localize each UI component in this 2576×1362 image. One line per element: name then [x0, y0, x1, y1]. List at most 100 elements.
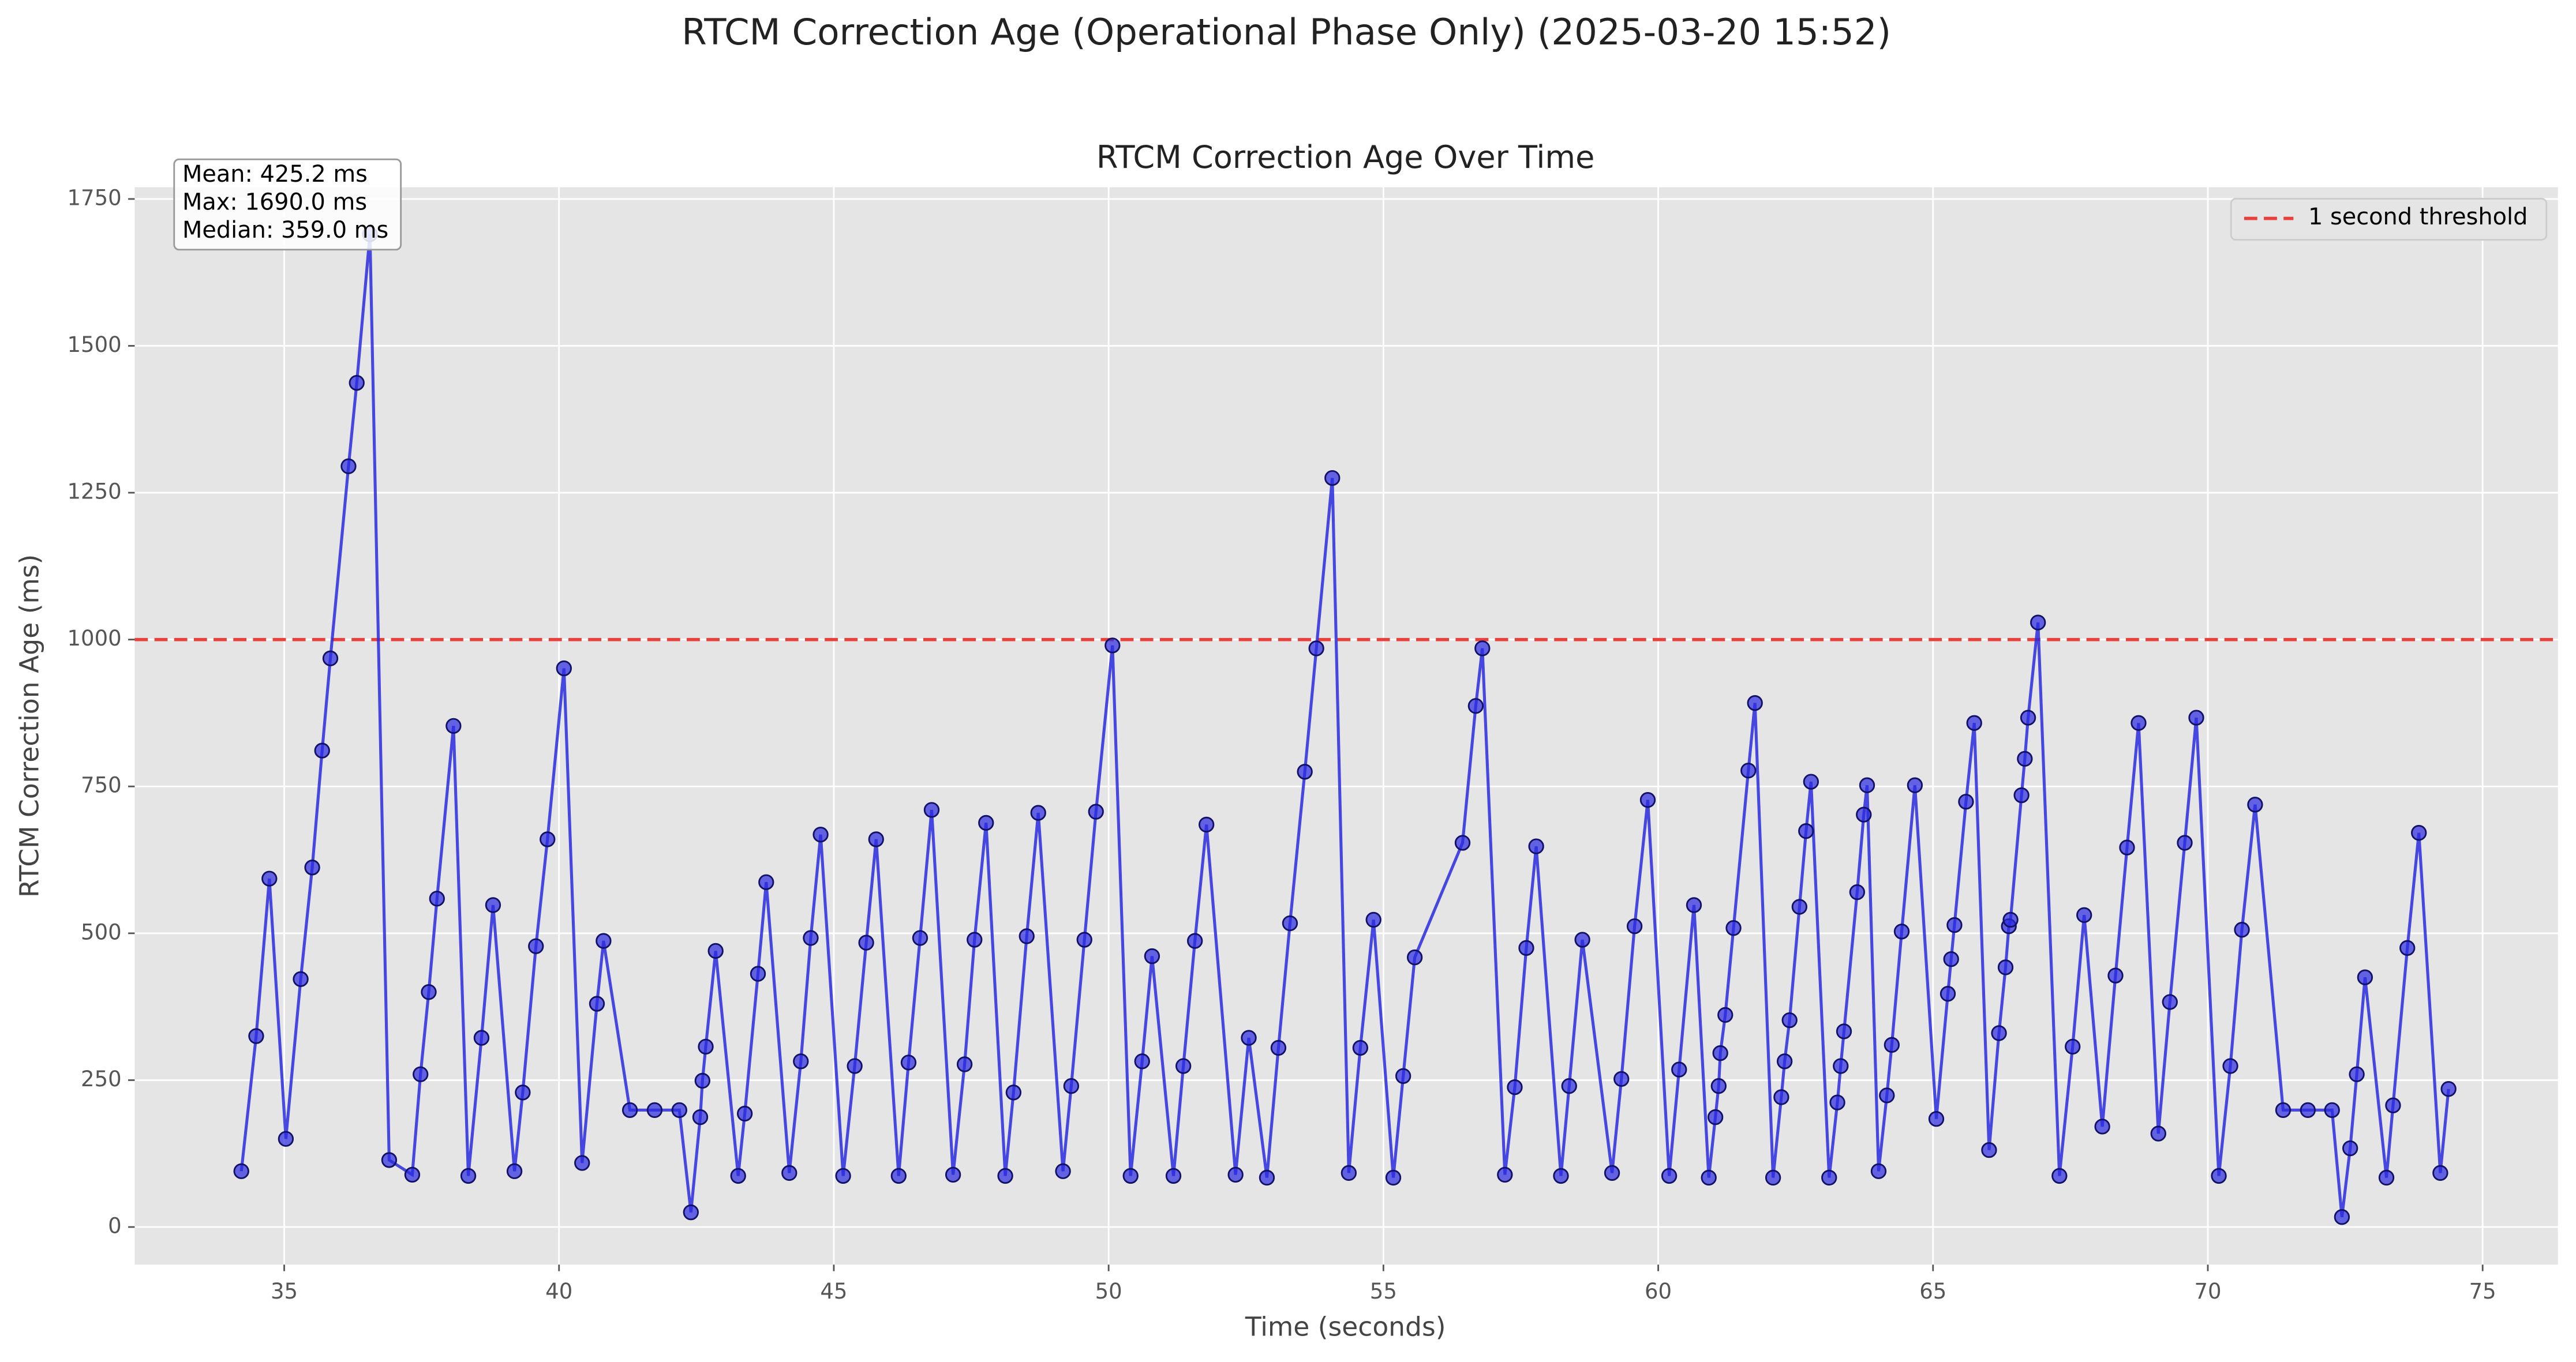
data-point [1803, 774, 1819, 790]
data-point [758, 874, 774, 890]
data-point [1005, 1085, 1022, 1101]
data-point [750, 966, 766, 982]
data-point [923, 802, 940, 818]
data-point [2065, 1038, 2081, 1055]
data-point [1884, 1037, 1900, 1053]
data-point [2002, 911, 2019, 928]
data-point [671, 1102, 687, 1119]
data-point [835, 1168, 851, 1184]
data-point [2275, 1102, 2292, 1119]
data-point [2020, 710, 2036, 726]
data-point [1454, 835, 1471, 851]
data-point [1297, 764, 1313, 780]
x-tick-label: 35 [271, 1279, 298, 1304]
data-point [1104, 637, 1121, 654]
stats-text: Median: 359.0 ms [182, 217, 388, 243]
x-tick-label: 50 [1095, 1279, 1122, 1304]
data-point [2349, 1066, 2365, 1082]
y-tick-label: 1750 [68, 185, 122, 210]
data-point [1781, 1012, 1798, 1029]
chart-title: RTCM Correction Age Over Time [1096, 139, 1594, 175]
data-point [1833, 1058, 1849, 1074]
data-point [1829, 1094, 1845, 1110]
data-point [421, 984, 437, 1000]
data-point [2188, 710, 2204, 726]
y-tick-label: 0 [108, 1214, 122, 1239]
data-point [1507, 1079, 1523, 1095]
data-point [1467, 698, 1484, 714]
data-point [1765, 1169, 1781, 1186]
data-point [997, 1168, 1013, 1184]
data-point [956, 1056, 973, 1072]
x-tick-label: 40 [545, 1279, 572, 1304]
data-point [1134, 1053, 1150, 1070]
data-point [1791, 899, 1808, 915]
data-point [460, 1168, 477, 1184]
data-point [233, 1163, 249, 1179]
data-point [912, 930, 928, 946]
data-point [978, 815, 994, 831]
data-point [506, 1163, 523, 1179]
data-point [1613, 1071, 1630, 1087]
data-point [2107, 967, 2124, 984]
data-point [707, 943, 724, 959]
data-point [847, 1058, 863, 1074]
data-point [1528, 838, 1544, 854]
stats-text: Max: 1690.0 ms [182, 189, 367, 216]
data-point [1055, 1163, 1071, 1179]
data-point [574, 1155, 590, 1171]
data-point [1710, 1078, 1727, 1094]
data-point [1175, 1058, 1192, 1074]
data-point [1270, 1040, 1287, 1056]
data-point [736, 1105, 753, 1122]
data-point [540, 831, 556, 847]
data-point [596, 933, 612, 949]
data-point [2411, 825, 2427, 841]
data-point [1406, 949, 1423, 966]
data-point [730, 1168, 746, 1184]
data-point [413, 1066, 429, 1082]
data-point [1227, 1166, 1244, 1183]
data-point [293, 971, 309, 987]
chart-suptitle: RTCM Correction Age (Operational Phase O… [682, 11, 1891, 53]
data-point [646, 1102, 663, 1119]
data-point [1856, 806, 1872, 823]
data-point [314, 742, 330, 759]
data-point [1836, 1023, 1852, 1040]
data-point [556, 660, 572, 677]
data-point [1165, 1168, 1182, 1184]
data-point [2017, 751, 2033, 767]
data-point [1352, 1040, 1369, 1056]
data-point [515, 1085, 531, 1101]
data-point [1717, 1007, 1733, 1023]
data-point [2030, 614, 2046, 631]
data-point [2162, 994, 2178, 1010]
data-point [1747, 695, 1763, 711]
data-point [1661, 1168, 1678, 1184]
data-point [1940, 986, 1956, 1002]
data-point [1385, 1169, 1402, 1186]
data-point [1946, 917, 1963, 933]
y-tick-label: 1000 [68, 626, 122, 651]
x-tick-label: 65 [1919, 1279, 1946, 1304]
data-point [1030, 805, 1046, 821]
x-tick-label: 75 [2469, 1279, 2496, 1304]
data-point [694, 1072, 710, 1089]
data-point [1574, 932, 1590, 948]
data-point [781, 1165, 797, 1181]
data-point [2051, 1168, 2068, 1184]
legend-label: 1 second threshold [2308, 204, 2528, 230]
data-point [1474, 640, 1491, 656]
data-point [2094, 1119, 2110, 1135]
data-point [1701, 1169, 1717, 1186]
data-point [793, 1053, 809, 1070]
legend-box [2230, 198, 2548, 241]
data-point [2324, 1102, 2340, 1119]
data-point [1341, 1165, 1357, 1181]
data-point [1308, 640, 1324, 656]
data-point [1497, 1166, 1513, 1183]
data-point [1199, 816, 1215, 833]
data-point [2300, 1102, 2316, 1119]
data-point [1088, 804, 1104, 820]
